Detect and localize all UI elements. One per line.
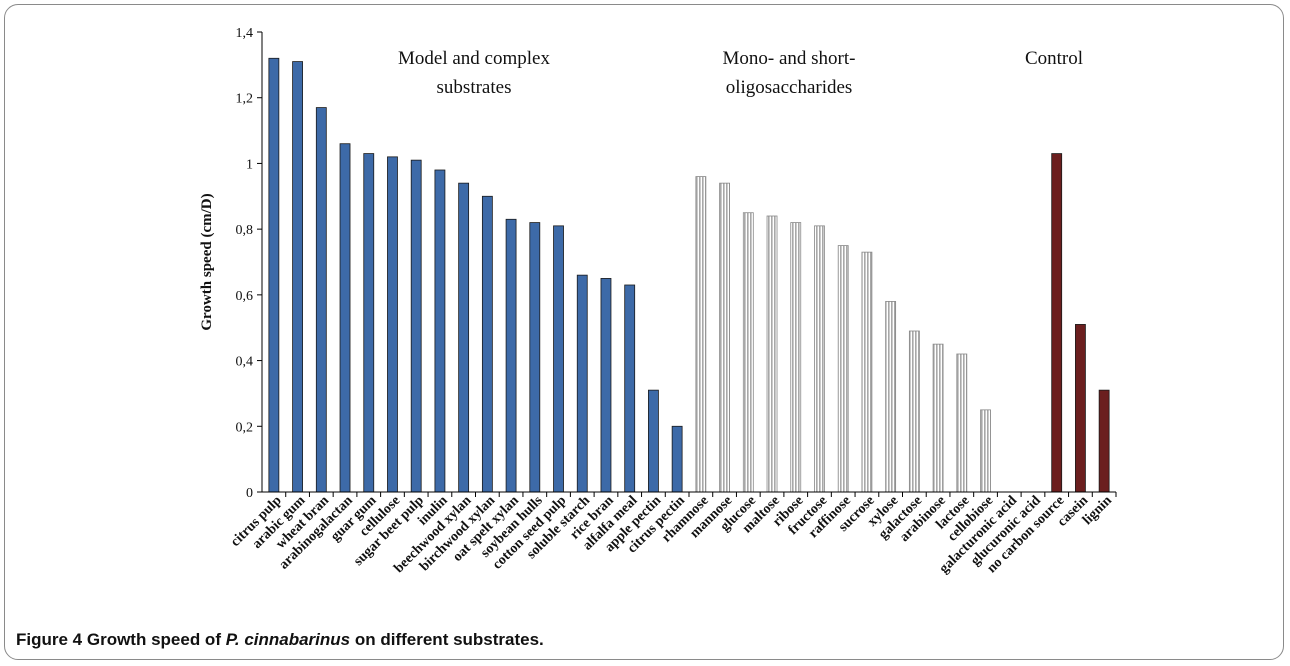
caption-text-before: Growth speed of xyxy=(86,630,221,649)
bar xyxy=(481,195,493,493)
bar xyxy=(648,389,659,493)
y-tick-label: 0,2 xyxy=(236,420,254,435)
y-tick-label: 1,4 xyxy=(236,26,254,41)
bar xyxy=(339,143,351,493)
bar xyxy=(956,353,968,493)
bar xyxy=(837,245,849,493)
bar xyxy=(671,425,683,493)
bar xyxy=(458,182,470,493)
group-title: Control xyxy=(1025,48,1083,69)
group-title: Mono- and short- xyxy=(723,48,856,69)
bar xyxy=(387,156,398,493)
bar xyxy=(1098,389,1110,493)
y-tick-label: 0,4 xyxy=(236,355,254,370)
figure-frame xyxy=(4,4,1284,660)
bar xyxy=(766,215,778,493)
y-tick-label: 1 xyxy=(246,157,253,172)
group-title: Model and complex xyxy=(398,48,550,69)
bar xyxy=(576,274,588,493)
bar xyxy=(861,251,873,493)
bar xyxy=(505,218,517,493)
bar xyxy=(553,225,564,493)
caption-text-after: on different substrates. xyxy=(354,630,544,649)
bar xyxy=(363,153,375,493)
figure-label: Figure 4 xyxy=(16,630,83,649)
group-title: oligosaccharides xyxy=(726,77,853,98)
y-axis-label: Growth speed (cm/D) xyxy=(199,193,215,330)
y-tick-label: 0,6 xyxy=(236,289,254,304)
bar xyxy=(624,284,636,493)
y-tick-label: 0,8 xyxy=(236,223,254,238)
y-tick-label: 1,2 xyxy=(236,92,254,107)
bar xyxy=(719,182,730,493)
bar xyxy=(790,222,802,493)
bar xyxy=(1051,153,1063,493)
bar xyxy=(434,169,446,493)
bar xyxy=(814,225,825,493)
bar xyxy=(742,212,754,493)
bar xyxy=(908,330,920,493)
bar xyxy=(885,301,897,493)
group-title: substrates xyxy=(437,77,512,98)
bar xyxy=(980,409,991,493)
bar xyxy=(268,57,280,493)
bar xyxy=(410,159,422,493)
bar xyxy=(695,176,707,493)
bar xyxy=(1075,324,1086,493)
bar xyxy=(600,278,612,493)
figure-caption: Figure 4 Growth speed of P. cinnabarinus… xyxy=(16,630,544,650)
caption-species: P. cinnabarinus xyxy=(225,630,351,649)
bar xyxy=(315,107,327,493)
bar xyxy=(292,61,303,493)
bar xyxy=(529,222,541,493)
y-tick-label: 0 xyxy=(246,486,253,501)
bar xyxy=(932,343,944,493)
